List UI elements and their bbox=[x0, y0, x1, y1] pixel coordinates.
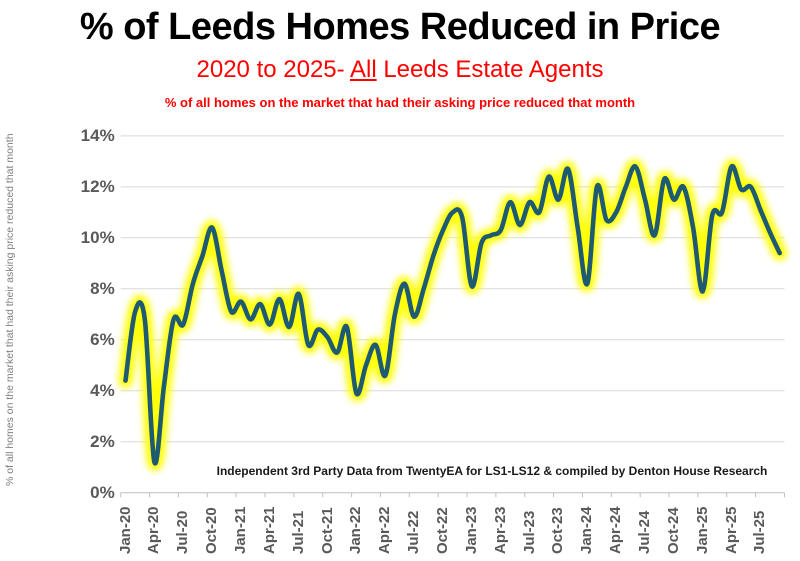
x-tick-label: Jul-22 bbox=[405, 510, 423, 554]
chart-subtitle: 2020 to 2025- All Leeds Estate Agents bbox=[0, 56, 800, 84]
y-tick-label: 10% bbox=[80, 227, 115, 247]
x-tick-label: Jan-22 bbox=[347, 506, 365, 554]
x-tick-label: Jul-20 bbox=[174, 510, 192, 554]
subtitle-prefix: 2020 to 2025- bbox=[196, 56, 350, 83]
x-tick-label: Jan-20 bbox=[116, 506, 134, 554]
x-tick-label: Oct-24 bbox=[664, 507, 682, 554]
x-tick-label: Apr-25 bbox=[722, 506, 740, 554]
x-tick-label: Jan-21 bbox=[231, 506, 249, 554]
x-tick-label: Apr-24 bbox=[607, 506, 625, 554]
y-tick-label: 4% bbox=[90, 380, 115, 400]
x-tick-label: Oct-20 bbox=[203, 507, 221, 554]
subtitle-suffix: Leeds Estate Agents bbox=[376, 56, 604, 83]
x-tick-label: Jan-23 bbox=[462, 506, 480, 554]
y-tick-label: 6% bbox=[90, 329, 115, 349]
x-tick-label: Jan-25 bbox=[693, 506, 711, 554]
x-tick-label: Jul-25 bbox=[751, 510, 769, 554]
y-tick-label: 12% bbox=[80, 176, 115, 196]
x-tick-label: Jul-24 bbox=[636, 510, 653, 554]
y-tick-label: 0% bbox=[90, 482, 115, 502]
y-tick-label: 8% bbox=[90, 278, 115, 298]
y-tick-label: 14% bbox=[80, 125, 115, 145]
chart-tagline: % of all homes on the market that had th… bbox=[164, 95, 636, 110]
x-tick-label: Jul-23 bbox=[520, 510, 538, 554]
chart-title: % of Leeds Homes Reduced in Price bbox=[79, 6, 721, 48]
y-tick-label: 2% bbox=[90, 431, 115, 451]
x-tick-label: Jan-24 bbox=[578, 506, 596, 554]
source-annotation: Independent 3rd Party Data from TwentyEA… bbox=[216, 464, 768, 478]
subtitle-underlined-word: All bbox=[349, 56, 377, 83]
x-tick-label: Apr-20 bbox=[145, 506, 163, 554]
x-tick-label: Jul-21 bbox=[289, 510, 307, 554]
x-tick-label: Oct-22 bbox=[433, 507, 451, 554]
x-tick-label: Apr-22 bbox=[376, 506, 394, 554]
x-tick-label: Oct-21 bbox=[318, 507, 336, 554]
x-tick-label: Oct-23 bbox=[549, 507, 567, 554]
x-tick-label: Apr-23 bbox=[491, 506, 509, 554]
series-line bbox=[123, 163, 782, 466]
x-tick-label: Apr-21 bbox=[260, 506, 278, 554]
